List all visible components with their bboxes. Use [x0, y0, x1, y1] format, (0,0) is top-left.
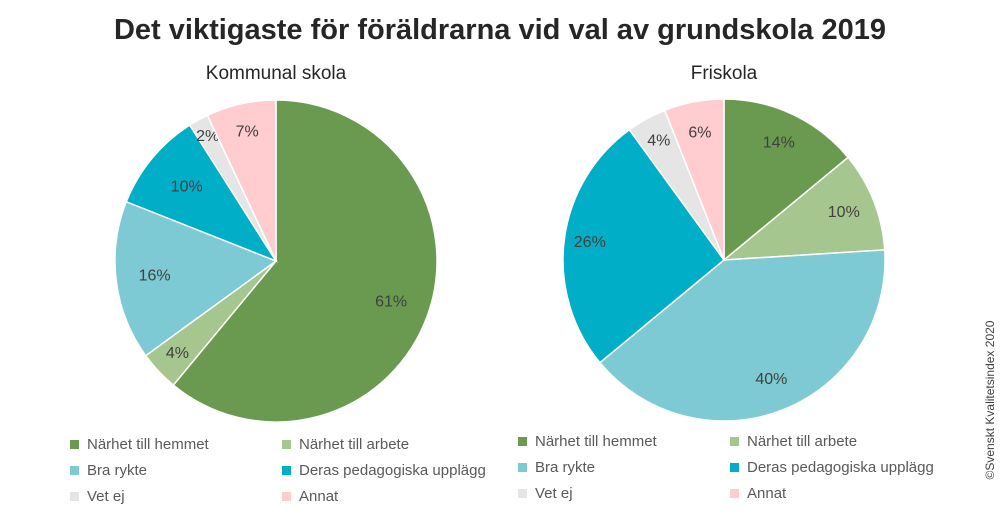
pie-label-kommunal-vet-ej: 2%: [196, 128, 219, 145]
legend-swatch: [518, 437, 527, 446]
legend-item-friskola-deras-pedagogiska-upplagg: Deras pedagogiska upplägg: [730, 459, 934, 476]
legend-item-kommunal-bra-rykte: Bra rykte: [70, 462, 147, 479]
legend-label: Vet ej: [87, 488, 125, 505]
pie-label-kommunal-bra-rykte: 16%: [139, 268, 171, 285]
legend-item-friskola-annat: Annat: [730, 485, 786, 502]
legend-swatch: [282, 492, 291, 501]
chart-main-title: Det viktigaste för föräldrarna vid val a…: [113, 14, 886, 46]
legend-item-kommunal-narhet-till-arbete: Närhet till arbete: [282, 436, 409, 453]
pie-label-friskola-deras-pedagogiska-upplagg: 26%: [574, 234, 606, 251]
pie-slice-kommunal-narhet-till-hemmet: [172, 99, 438, 423]
pie-slice-friskola-bra-rykte: [598, 249, 886, 422]
legend-item-friskola-bra-rykte: Bra rykte: [518, 459, 595, 476]
legend-item-friskola-narhet-till-arbete: Närhet till arbete: [730, 433, 857, 450]
pie-label-friskola-vet-ej: 4%: [647, 133, 670, 150]
pie-label-kommunal-narhet-till-arbete: 4%: [166, 345, 189, 362]
copyright-text: ©Svenskt Kvalitetsindex 2020: [983, 320, 997, 480]
legend-swatch: [730, 489, 739, 498]
pie-label-kommunal-deras-pedagogiska-upplagg: 10%: [171, 178, 203, 195]
legend-label: Deras pedagogiska upplägg: [747, 459, 934, 476]
legend-label: Närhet till arbete: [299, 436, 410, 453]
pie-label-kommunal-annat: 7%: [236, 123, 259, 140]
legend-swatch: [730, 463, 739, 472]
legend-swatch: [70, 440, 79, 449]
legend-item-friskola-vet-ej: Vet ej: [518, 485, 573, 502]
legend-label: Deras pedagogiska upplägg: [299, 462, 486, 479]
legend-label: Annat: [299, 488, 339, 505]
pie-slice-kommunal-bra-rykte: [114, 200, 278, 357]
legend-item-friskola-narhet-till-hemmet: Närhet till hemmet: [518, 433, 657, 450]
legend-swatch: [70, 492, 79, 501]
legend-label: Närhet till hemmet: [87, 436, 209, 453]
legend-swatch: [730, 437, 739, 446]
legend-swatch: [282, 440, 291, 449]
pie-label-kommunal-narhet-till-hemmet: 61%: [375, 294, 407, 311]
pie-slice-kommunal-annat: [206, 99, 277, 262]
legend-item-kommunal-narhet-till-hemmet: Närhet till hemmet: [70, 436, 209, 453]
legend-label: Annat: [747, 485, 787, 502]
chart-title-friskola: Friskola: [690, 63, 758, 84]
legend-swatch: [518, 489, 527, 498]
pie-slice-friskola-annat: [663, 98, 725, 261]
pie-slice-friskola-narhet-till-arbete: [721, 156, 886, 261]
pie-label-friskola-annat: 6%: [688, 125, 711, 142]
pie-label-friskola-bra-rykte: 40%: [755, 371, 787, 388]
legend-item-kommunal-vet-ej: Vet ej: [70, 488, 125, 505]
pie-slice-friskola-deras-pedagogiska-upplagg: [562, 128, 726, 364]
legend-swatch: [282, 466, 291, 475]
pie-label-friskola-narhet-till-arbete: 10%: [828, 204, 860, 221]
legend-swatch: [70, 466, 79, 475]
pie-label-friskola-narhet-till-hemmet: 14%: [763, 135, 795, 152]
legend-item-kommunal-annat: Annat: [282, 488, 338, 505]
legend-label: Vet ej: [535, 485, 573, 502]
legend-swatch: [518, 463, 527, 472]
legend-label: Bra rykte: [87, 462, 148, 479]
pie-slice-friskola-narhet-till-hemmet: [723, 98, 850, 262]
chart-title-kommunal: Kommunal skola: [205, 63, 347, 84]
legend-label: Närhet till arbete: [747, 433, 858, 450]
legend-label: Bra rykte: [535, 459, 596, 476]
pie-slice-kommunal-deras-pedagogiska-upplagg: [125, 124, 278, 263]
legend-item-kommunal-deras-pedagogiska-upplagg: Deras pedagogiska upplägg: [282, 462, 486, 479]
legend-label: Närhet till hemmet: [535, 433, 657, 450]
